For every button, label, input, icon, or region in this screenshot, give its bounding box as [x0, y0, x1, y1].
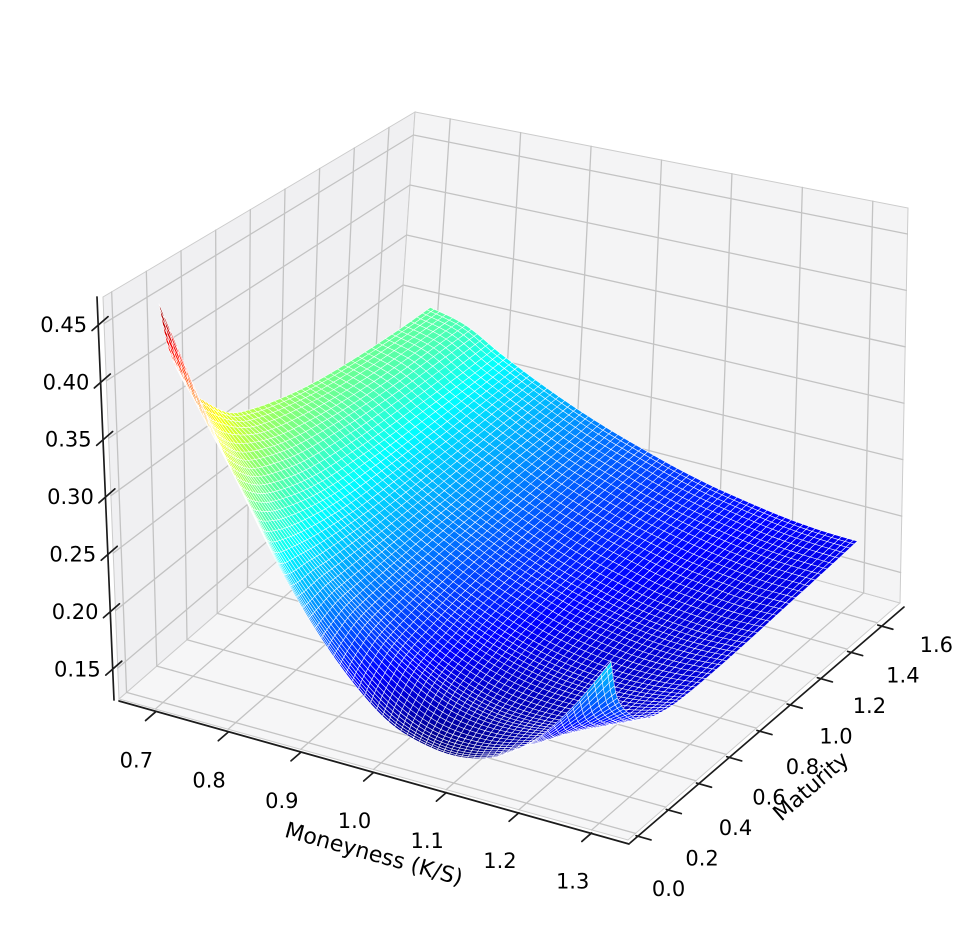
volatility-surface-figure — [0, 0, 974, 940]
surface-plot-canvas — [0, 0, 974, 940]
